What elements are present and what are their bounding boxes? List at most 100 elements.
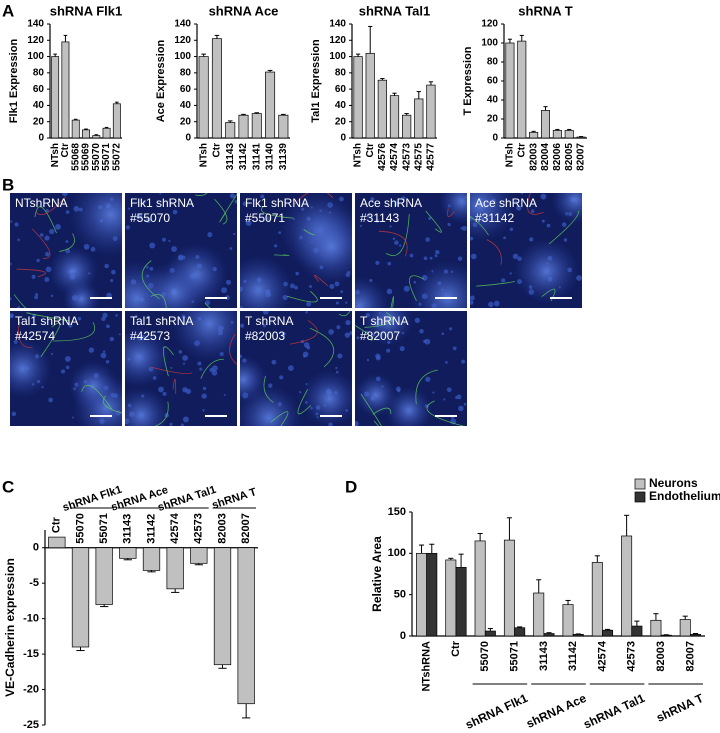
x-tick-label: NTsh [198,143,209,167]
nucleus [260,194,265,199]
micrograph [125,193,237,308]
bar [112,103,121,139]
nucleus [458,405,464,412]
y-tick-label: 40 [180,100,192,111]
nucleus [109,336,115,342]
error-bar [104,126,109,129]
cell-cluster [551,193,582,224]
group-label: shRNA Flk1 [463,691,530,732]
image-label: Flk1 shRNA [130,196,194,210]
y-tick-label: 140 [329,19,346,30]
bar [92,135,101,139]
nucleus [455,396,458,399]
bar [540,110,550,139]
nucleus [61,193,68,197]
error-bar [368,25,373,54]
y-tick-label: 100 [481,38,498,49]
nucleus [305,311,308,314]
fiber [16,268,46,278]
bar [61,41,70,139]
nucleus [265,216,271,221]
nucleus [242,201,248,207]
micrograph [10,311,122,426]
error-bar [594,555,600,563]
nucleus [336,325,341,330]
error-bar [227,120,233,123]
chart-title: shRNA T [518,3,572,18]
cell-cluster [68,361,118,411]
nucleus [516,205,522,211]
y-tick-label: 100 [329,51,346,62]
nucleus [337,353,343,359]
bar [353,56,363,139]
nucleus [520,193,524,195]
bar [238,114,249,139]
fiber [409,275,425,301]
y-tick-label: 80 [335,67,347,78]
error-bar [565,599,571,605]
bar [474,540,486,637]
bar [402,114,412,139]
fiber [229,334,237,365]
legend-swatch [634,491,646,503]
nucleus [370,197,375,202]
nucleus [414,317,420,324]
nucleus [375,218,380,223]
nucleus [168,239,171,243]
nucleus [10,297,12,301]
error-bar [416,91,421,99]
y-tick-label: 60 [33,84,45,95]
fiber [102,395,122,414]
error-bar [94,134,99,136]
fiber [18,322,33,349]
nucleus [435,249,440,255]
x-tick-label: 55072 [111,143,122,171]
error-bar [624,514,630,536]
error-bar [692,633,699,635]
x-tick-label: 31142 [145,514,157,544]
error-bar [448,557,454,560]
y-tick-label: 150 [388,506,406,518]
error-bar [241,113,246,116]
cell-cluster [68,193,122,257]
error-bar [428,81,434,86]
error-bar [546,632,552,634]
image-label: #55071 [245,211,285,225]
nucleus [36,258,40,263]
micrograph [240,193,352,308]
error-bar [76,647,85,652]
nucleus [65,240,69,243]
nucleus [142,200,146,204]
error-bar [429,543,435,554]
bar [621,535,633,637]
bar [650,619,662,637]
x-tick-label: 82005 [564,143,575,171]
cell-cluster [301,370,352,426]
x-tick-label: 82003 [528,143,539,171]
nucleus [159,193,162,195]
bar [414,98,424,139]
y-tick-label: 0 [340,133,346,144]
error-bar [73,118,78,121]
bar [278,114,289,139]
nucleus [432,391,435,394]
cell-cluster [439,193,467,224]
x-tick-label: Ctr [51,516,63,533]
micrograph [125,311,237,426]
nucleus [387,261,392,266]
bar [166,547,184,590]
nucleus [366,358,370,362]
legend-label: Endothelium [649,489,720,503]
y-tick-label: 40 [33,100,45,111]
x-tick-label: 42574 [596,640,608,671]
bar [71,547,90,648]
error-bar [63,34,68,42]
fiber [200,358,224,379]
nucleus [110,278,114,283]
y-tick-label: 50 [394,589,406,601]
fiber [289,320,318,345]
cell-cluster [142,261,207,308]
nucleus [77,317,82,321]
image-label: Tal1 shRNA [130,314,193,328]
fiber [476,280,516,287]
